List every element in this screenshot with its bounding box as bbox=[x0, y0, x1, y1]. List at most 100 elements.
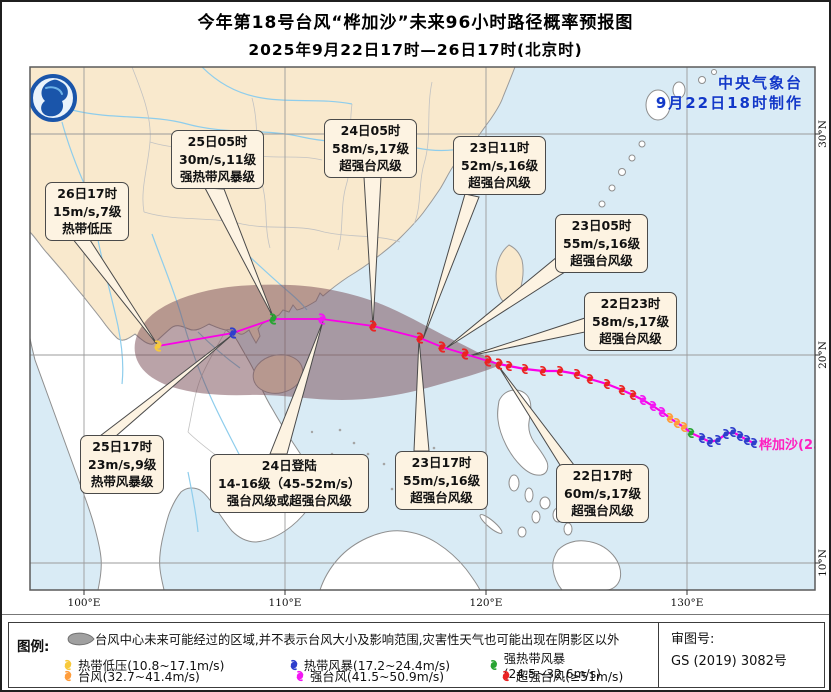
typhoon-marker bbox=[750, 437, 758, 449]
typhoon-marker bbox=[586, 373, 594, 385]
map-frame bbox=[29, 66, 816, 591]
callout-wind: 55m/s,16级 bbox=[403, 472, 481, 488]
typhoon-marker bbox=[729, 426, 737, 438]
callout-wind: 15m/s,7级 bbox=[53, 203, 122, 219]
land-philippines bbox=[479, 389, 622, 590]
typhoon-marker bbox=[269, 313, 277, 325]
callout-wind: 60m/s,17级 bbox=[564, 485, 642, 501]
callout-time: 23日17时 bbox=[411, 455, 472, 470]
legend-label: 强台风(41.5~50.9m/s) bbox=[310, 670, 445, 684]
callout-category: 热带风暴级 bbox=[90, 474, 154, 489]
footer-divider bbox=[2, 614, 829, 615]
callout-25d17: 25日17时 23m/s,9级 热带风暴级 bbox=[80, 435, 165, 494]
callout-category: 超强台风级 bbox=[468, 175, 531, 190]
review-label: 审图号: bbox=[671, 632, 715, 647]
legend-row-1: 热带低压(10.8~17.1m/s) 热带风暴(17.2~24.4m/s) bbox=[61, 649, 658, 681]
legend-item-td: 热带低压(10.8~17.1m/s) bbox=[61, 656, 287, 674]
legend-item-sts: 强热带风暴(24.5~32.6m/s) bbox=[487, 649, 658, 681]
typhoon-marker bbox=[649, 400, 657, 412]
typhoon-marker bbox=[318, 313, 326, 325]
cone-icon bbox=[67, 632, 95, 646]
page-title: 今年第18号台风“桦加沙”未来96小时路径概率预报图 2025年9月22日17时… bbox=[2, 8, 829, 60]
callout-time: 25日05时 bbox=[187, 134, 248, 149]
land-borneo bbox=[319, 530, 481, 590]
typhoon-marker bbox=[673, 417, 681, 429]
axis-labels: 100°E 110°E 120°E 130°E 30°N 20°N 10°N bbox=[68, 120, 829, 609]
lon-label-110e: 110°E bbox=[269, 597, 302, 609]
callout-time: 22日17时 bbox=[572, 468, 633, 483]
typhoon-marker bbox=[743, 434, 751, 446]
typhoon-marker bbox=[714, 434, 722, 446]
typhoon-marker bbox=[495, 358, 503, 370]
typhoon-marker bbox=[369, 320, 377, 332]
callout-category: 强热带风暴级 bbox=[180, 169, 256, 184]
typhoon-marker bbox=[438, 341, 446, 353]
callout-category: 超强台风级 bbox=[339, 158, 402, 173]
callout-25d05: 25日05时 30m/s,11级 强热带风暴级 bbox=[171, 130, 265, 189]
legend-row-2: 台风(32.7~41.4m/s) 强台风(41.5~50.9m/s) bbox=[61, 667, 623, 685]
callout-wind: 58m/s,17级 bbox=[332, 140, 410, 156]
agency-name: 中央气象台 bbox=[717, 74, 803, 92]
typhoon-marker bbox=[698, 432, 706, 444]
callout-leaders bbox=[70, 176, 586, 466]
callout-category: 超强台风级 bbox=[571, 503, 634, 518]
typhoon-icon bbox=[490, 660, 498, 670]
legend-item-ts: 热带风暴(17.2~24.4m/s) bbox=[287, 656, 487, 674]
callout-time: 22日23时 bbox=[600, 296, 661, 311]
map-review-box: 审图号: GS (2019) 3082号 bbox=[659, 623, 824, 687]
cone-note: 台风中心未来可能经过的区域,并不表示台风大小及影响范围,灾害性天气也可能出现在阴… bbox=[95, 633, 620, 647]
lon-label-130e: 130°E bbox=[671, 597, 704, 609]
callout-22d23: 22日23时 58m/s,17级 超强台风级 bbox=[584, 292, 678, 351]
callout-23d17: 23日17时 55m/s,16级 超强台风级 bbox=[395, 451, 489, 510]
typhoon-icon bbox=[502, 670, 510, 682]
callout-wind: 58m/s,17级 bbox=[592, 313, 670, 329]
callout-wind: 55m/s,16级 bbox=[563, 235, 641, 251]
callout-category: 强台风级或超强台风级 bbox=[226, 493, 352, 508]
callout-24d05: 24日05时 58m/s,17级 超强台风级 bbox=[324, 119, 418, 178]
legend-item-super-ty: 超强台风(≥51m/s) bbox=[499, 667, 623, 685]
map-layers: 桦加沙(25 bbox=[30, 67, 822, 590]
typhoon-marker bbox=[154, 340, 162, 352]
callout-time: 25日17时 bbox=[92, 439, 153, 454]
legend-item-ty: 台风(32.7~41.4m/s) bbox=[61, 667, 293, 685]
typhoon-marker bbox=[521, 363, 529, 375]
callout-wind: 14-16级（45-52m/s） bbox=[218, 475, 361, 491]
typhoon-marker bbox=[573, 368, 581, 380]
typhoon-marker bbox=[461, 348, 469, 360]
typhoon-icon bbox=[296, 670, 304, 682]
lat-label-10n: 10°N bbox=[817, 549, 829, 577]
callout-category: 超强台风级 bbox=[410, 490, 473, 505]
storm-name-label: 桦加沙(25 bbox=[759, 437, 822, 453]
lon-label-120e: 120°E bbox=[470, 597, 503, 609]
typhoon-marker bbox=[687, 427, 695, 439]
lon-label-100e: 100°E bbox=[68, 597, 101, 609]
typhoon-marker bbox=[629, 389, 637, 401]
callout-category: 热带低压 bbox=[62, 221, 113, 236]
lat-label-20n: 20°N bbox=[817, 341, 829, 369]
cma-logo bbox=[30, 74, 77, 122]
callout-23d05: 23日05时 55m/s,16级 超强台风级 bbox=[555, 214, 649, 273]
lat-label-30n: 30°N bbox=[817, 120, 829, 148]
typhoon-icon bbox=[290, 659, 298, 671]
callout-wind: 52m/s,16级 bbox=[461, 157, 539, 173]
typhoon-marker bbox=[639, 394, 647, 406]
callout-category: 超强台风级 bbox=[570, 253, 633, 268]
map-title: 今年第18号台风“桦加沙”未来96小时路径概率预报图 bbox=[197, 13, 634, 33]
callout-time: 23日11时 bbox=[469, 140, 530, 155]
legend-main: 图例: 台风中心未来可能经过的区域,并不表示台风大小及影响范围,灾害性天气也可能… bbox=[9, 623, 659, 687]
callout-time: 24日05时 bbox=[340, 123, 401, 138]
legend-label: 热带低压(10.8~17.1m/s) bbox=[78, 659, 225, 673]
callout-24d-landfall: 24日登陆 14-16级（45-52m/s） 强台风级或超强台风级 bbox=[210, 454, 369, 513]
typhoon-marker bbox=[666, 412, 674, 424]
typhoon-marker bbox=[539, 365, 547, 377]
callout-23d11: 23日11时 52m/s,16级 超强台风级 bbox=[453, 136, 547, 195]
legend-label: 强热带风暴(24.5~32.6m/s) bbox=[503, 652, 601, 681]
legend-label: 超强台风(≥51m/s) bbox=[516, 670, 624, 684]
typhoon-marker bbox=[416, 332, 424, 344]
typhoon-marker bbox=[658, 406, 666, 418]
agency-credit: 中央气象台 9月22日18时制作 bbox=[656, 74, 803, 113]
callout-time: 24日登陆 bbox=[261, 458, 317, 473]
typhoon-track bbox=[154, 313, 758, 449]
typhoon-icon bbox=[64, 659, 72, 671]
